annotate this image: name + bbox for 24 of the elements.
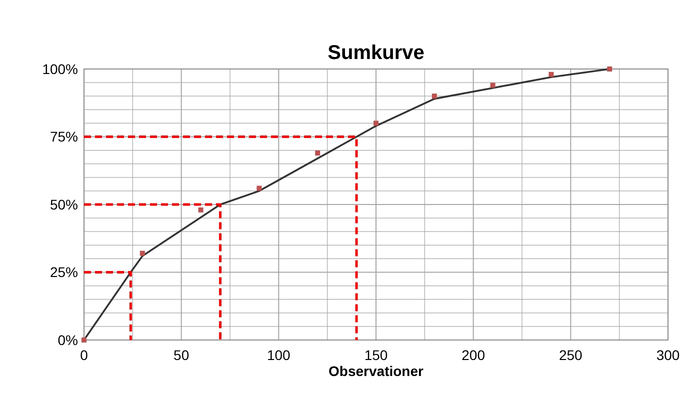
y-tick-label: 0% [58,332,78,348]
y-tick-label: 75% [50,128,78,145]
x-tick-label: 0 [80,347,88,363]
x-tick-label: 50 [174,347,190,363]
x-tick-label: 100 [266,347,291,363]
point [315,150,320,156]
point [548,72,554,77]
point [256,186,262,191]
x-axis-title: Observationer [328,363,424,379]
x-tick-label: 300 [656,347,680,363]
y-tick-label: 50% [50,196,78,212]
point [607,66,612,72]
point [374,120,378,126]
x-tick-label: 200 [462,347,486,363]
point [82,338,86,342]
x-tick-label: 150 [364,347,388,363]
chart-title: Sumkurve [328,42,424,64]
y-tick-label: 100% [42,60,78,77]
point [140,250,145,256]
x-tick-label: 250 [558,347,583,363]
point [198,207,204,212]
point [432,94,437,99]
y-tick-label: 25% [50,264,78,280]
point [490,82,496,88]
